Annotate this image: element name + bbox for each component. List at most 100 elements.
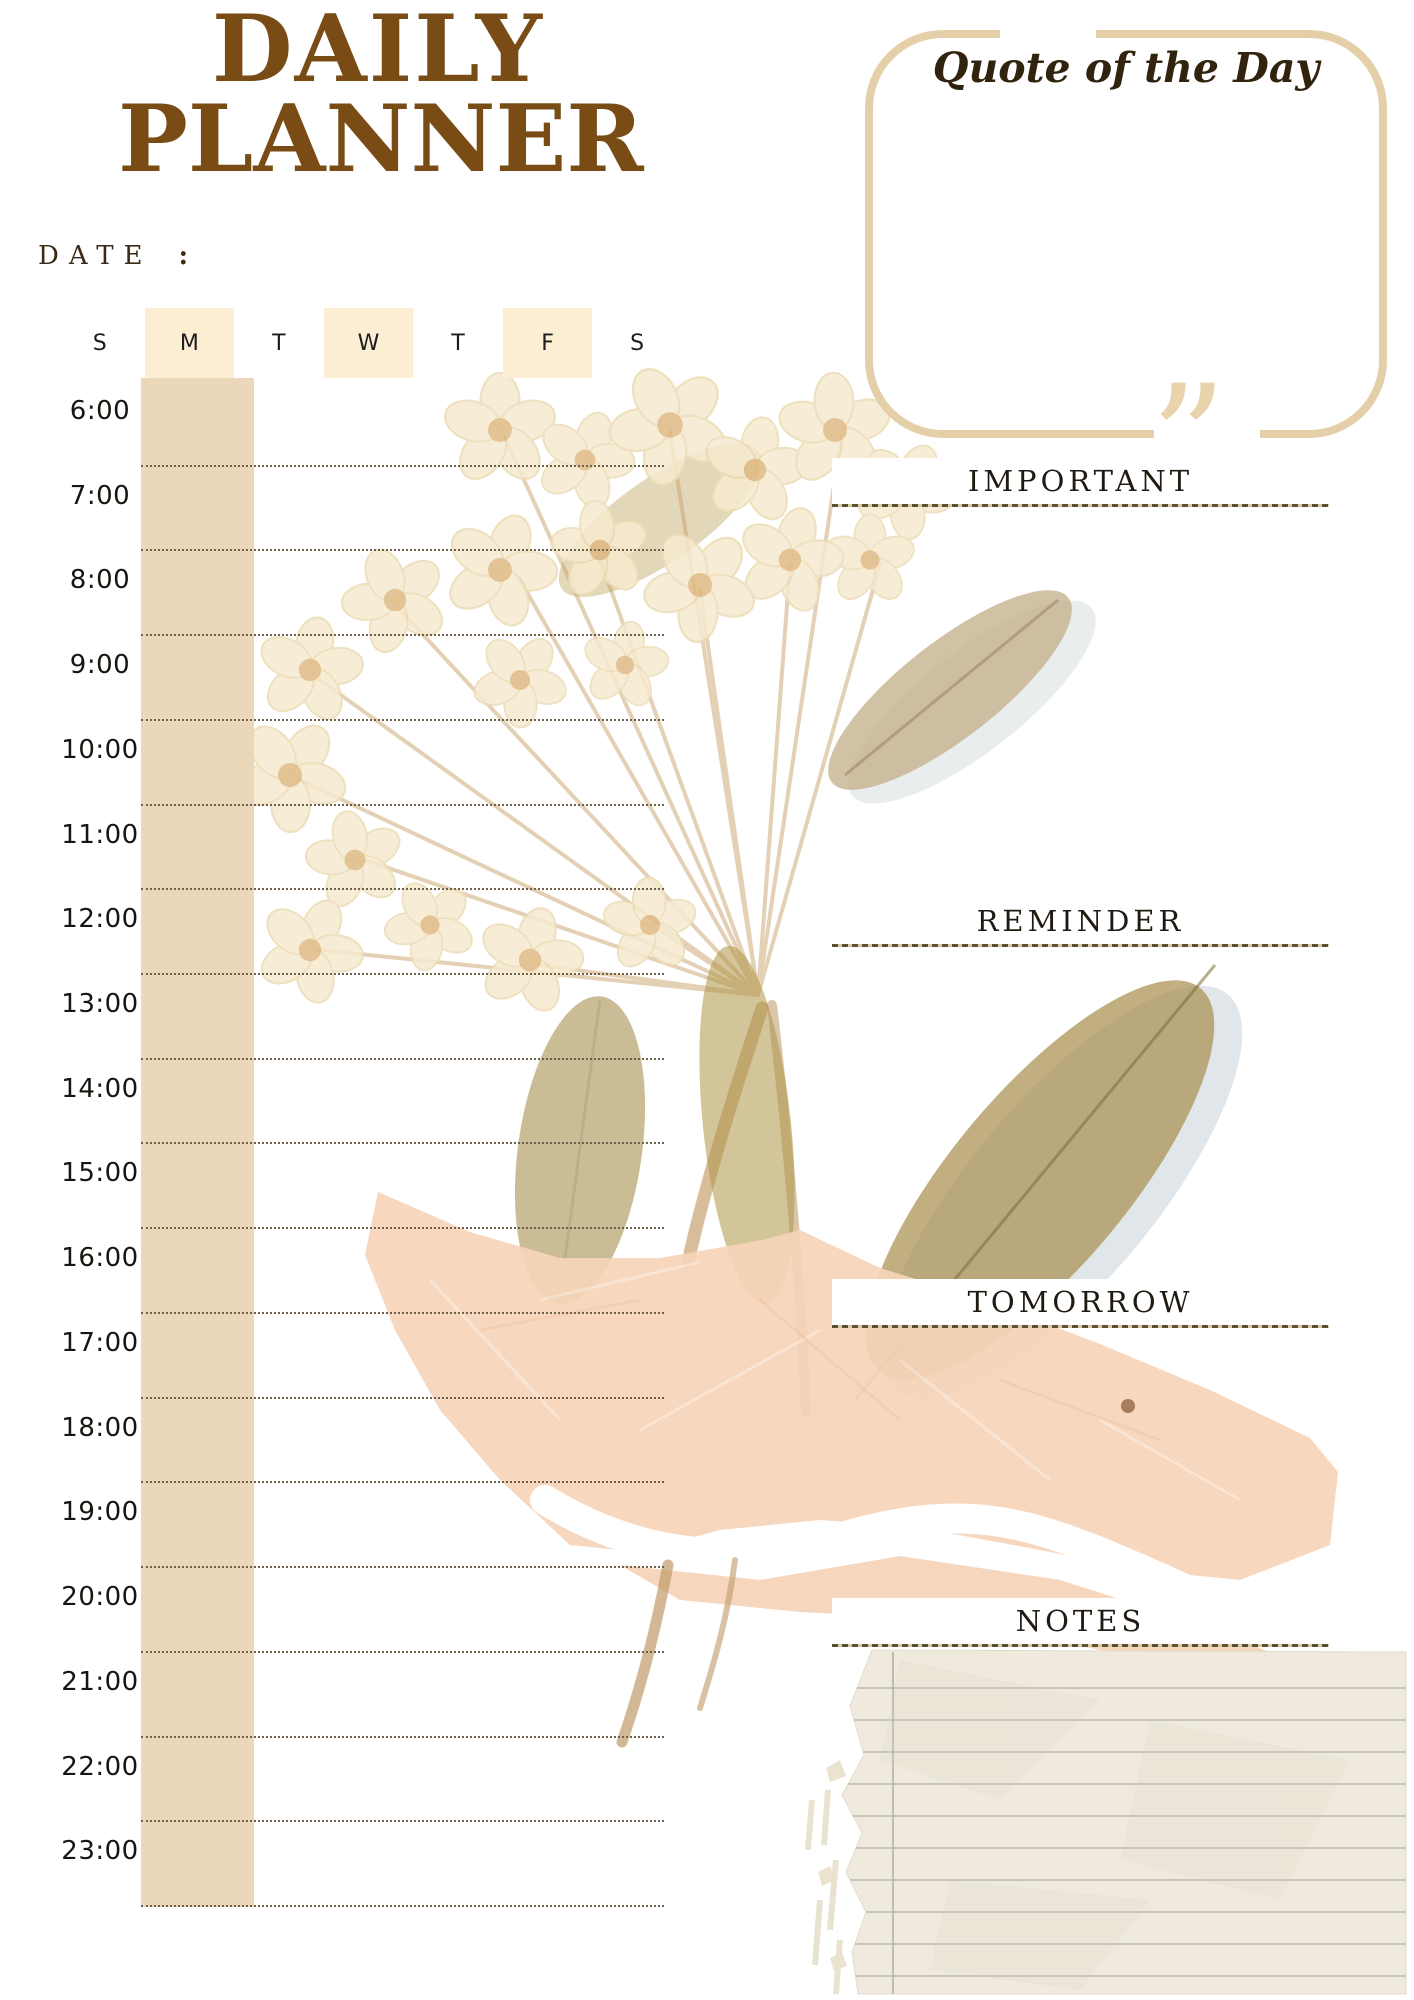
section-reminder-label: REMINDER bbox=[976, 904, 1185, 938]
day-cell[interactable]: S bbox=[55, 308, 145, 378]
hour-slot-line bbox=[141, 1481, 664, 1484]
hour-row[interactable]: 23:00 bbox=[0, 1822, 664, 1907]
time-label: 11:00 bbox=[61, 819, 139, 850]
day-letter: T bbox=[451, 330, 465, 356]
time-label: 10:00 bbox=[61, 734, 139, 765]
time-label: 15:00 bbox=[61, 1158, 139, 1189]
time-label: 19:00 bbox=[61, 1497, 139, 1528]
time-label: 21:00 bbox=[61, 1666, 139, 1697]
time-label: 20:00 bbox=[61, 1582, 139, 1613]
day-cell[interactable]: S bbox=[592, 308, 682, 378]
day-cell[interactable]: F bbox=[502, 308, 593, 378]
hour-row[interactable]: 8:00 bbox=[0, 551, 664, 637]
hour-row[interactable]: 11:00 bbox=[0, 806, 664, 891]
day-letter: M bbox=[179, 330, 199, 356]
day-cell[interactable]: T bbox=[413, 308, 503, 378]
day-cell[interactable]: W bbox=[323, 308, 414, 378]
hour-slot-line bbox=[141, 1057, 664, 1060]
section-important: IMPORTANT bbox=[832, 458, 1329, 507]
day-letter: S bbox=[92, 330, 107, 356]
quote-border-gap-top bbox=[1000, 26, 1096, 44]
hour-slot-line bbox=[141, 1566, 664, 1569]
time-label: 6:00 bbox=[69, 396, 131, 426]
hour-row[interactable]: 16:00 bbox=[0, 1229, 664, 1314]
section-important-underline bbox=[832, 504, 1329, 507]
hour-row[interactable]: 12:00 bbox=[0, 890, 664, 976]
page-title: DAILY PLANNER bbox=[118, 0, 644, 185]
notes-writing-area[interactable] bbox=[690, 1650, 1390, 1995]
time-label: 7:00 bbox=[69, 480, 131, 511]
hour-slot-line bbox=[141, 718, 664, 721]
reminder-writing-area[interactable] bbox=[690, 950, 1390, 1270]
hourly-schedule: 6:00 7:00 8:00 9:00 10:00 11:00 12:00 13:00 14:0… bbox=[0, 382, 664, 1907]
day-cell[interactable]: M bbox=[144, 308, 235, 378]
section-reminder-underline bbox=[832, 944, 1329, 947]
hour-row[interactable]: 6:00 bbox=[0, 382, 664, 467]
hour-slot-line bbox=[141, 634, 664, 637]
time-label: 9:00 bbox=[69, 650, 131, 681]
time-label: 14:00 bbox=[61, 1073, 139, 1104]
stem-lower-thin-icon bbox=[697, 1557, 738, 1711]
quote-box bbox=[865, 30, 1387, 438]
date-input[interactable] bbox=[200, 240, 505, 272]
hour-slot-line bbox=[141, 1820, 664, 1823]
leaf-right-icon bbox=[828, 590, 1096, 804]
hour-row[interactable]: 13:00 bbox=[0, 975, 664, 1060]
section-reminder: REMINDER bbox=[832, 898, 1329, 947]
quote-heading: Quote of the Day bbox=[932, 44, 1320, 92]
tomorrow-writing-area[interactable] bbox=[690, 1330, 1390, 1590]
quote-writing-area[interactable] bbox=[890, 110, 1360, 410]
hour-row[interactable]: 15:00 bbox=[0, 1144, 664, 1230]
hour-row[interactable]: 7:00 bbox=[0, 467, 664, 552]
hour-slot-line bbox=[141, 549, 664, 552]
hour-row[interactable]: 18:00 bbox=[0, 1399, 664, 1484]
section-tomorrow-underline bbox=[832, 1325, 1329, 1328]
section-notes: NOTES bbox=[832, 1598, 1329, 1647]
time-label: 17:00 bbox=[61, 1327, 139, 1358]
leaf-middle-icon bbox=[699, 945, 795, 1305]
important-writing-area[interactable] bbox=[690, 510, 1390, 890]
day-letter: S bbox=[630, 330, 645, 356]
day-cell[interactable]: T bbox=[234, 308, 324, 378]
section-notes-underline bbox=[832, 1644, 1329, 1647]
time-label: 16:00 bbox=[61, 1243, 139, 1274]
hour-slot-line bbox=[141, 1142, 664, 1145]
hour-slot-line bbox=[141, 888, 664, 891]
quote-border-gap-bottom bbox=[1154, 424, 1260, 442]
leaf-left-icon bbox=[514, 996, 646, 1304]
time-label: 8:00 bbox=[69, 565, 131, 596]
section-notes-label: NOTES bbox=[1015, 1604, 1146, 1638]
day-letter: F bbox=[541, 330, 554, 356]
hour-slot-line bbox=[141, 1311, 664, 1314]
hour-slot-line bbox=[141, 1396, 664, 1399]
hour-slot-line bbox=[141, 464, 664, 467]
torn-fringe bbox=[805, 1789, 843, 1995]
hour-row[interactable]: 21:00 bbox=[0, 1653, 664, 1738]
time-label: 12:00 bbox=[61, 904, 139, 935]
hour-row[interactable]: 10:00 bbox=[0, 721, 664, 806]
hour-row[interactable]: 19:00 bbox=[0, 1483, 664, 1569]
time-label: 18:00 bbox=[61, 1412, 139, 1443]
date-colon: : bbox=[178, 241, 189, 271]
date-field: DATE : bbox=[38, 238, 505, 274]
date-label: DATE bbox=[38, 241, 153, 271]
hour-row[interactable]: 20:00 bbox=[0, 1568, 664, 1653]
day-letter: T bbox=[272, 330, 286, 356]
section-tomorrow-label: TOMORROW bbox=[967, 1285, 1194, 1319]
hour-slot-line bbox=[141, 1735, 664, 1738]
hour-slot-line bbox=[141, 1227, 664, 1230]
hour-row[interactable]: 22:00 bbox=[0, 1738, 664, 1823]
hour-row[interactable]: 17:00 bbox=[0, 1314, 664, 1399]
time-label: 22:00 bbox=[61, 1751, 139, 1782]
hour-row[interactable]: 14:00 bbox=[0, 1060, 664, 1145]
hour-slot-line bbox=[141, 803, 664, 806]
section-important-label: IMPORTANT bbox=[967, 464, 1194, 498]
hour-slot-line bbox=[141, 1904, 664, 1907]
section-tomorrow: TOMORROW bbox=[832, 1279, 1329, 1328]
hour-slot-line bbox=[141, 973, 664, 976]
stem-lower-icon bbox=[616, 1559, 674, 1748]
hour-row[interactable]: 9:00 bbox=[0, 636, 664, 721]
page-title-line1: DAILY bbox=[211, 0, 545, 103]
